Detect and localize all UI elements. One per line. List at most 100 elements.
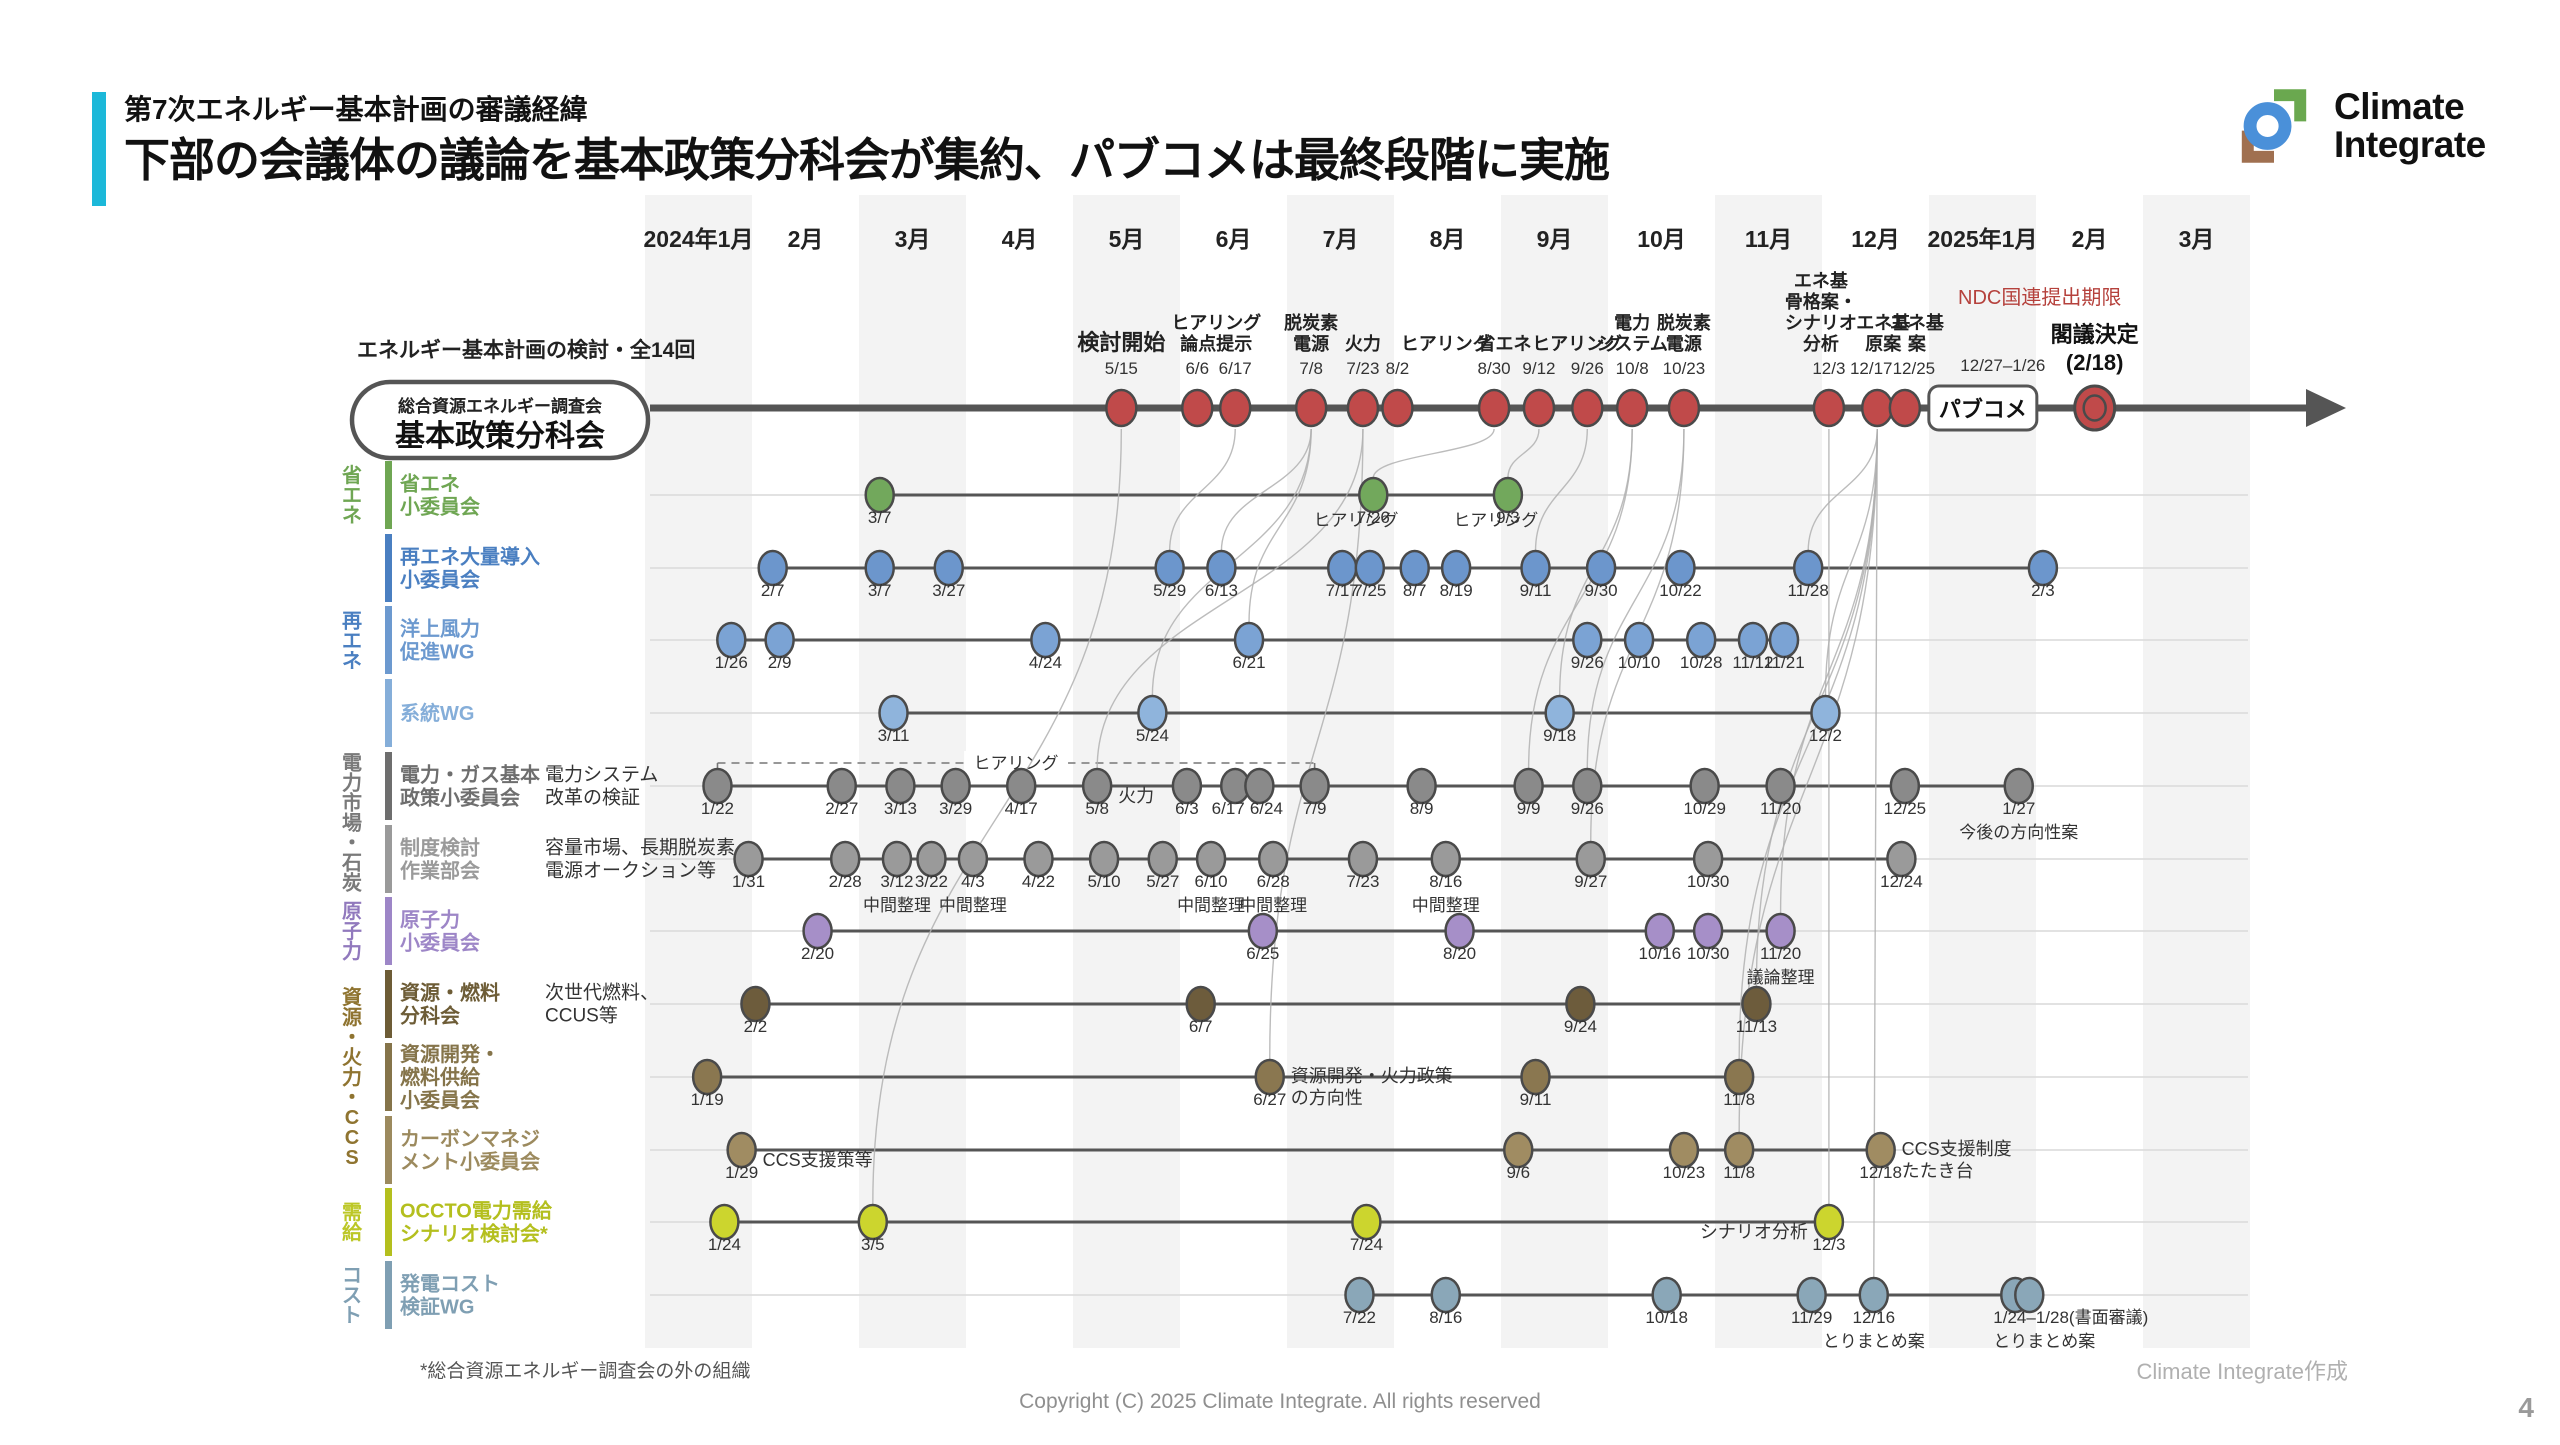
committee-label: 制度検討 bbox=[400, 836, 480, 860]
event-dot bbox=[1440, 549, 1472, 587]
cabinet-date: (2/18) bbox=[2066, 350, 2123, 375]
month-label: 10月 bbox=[1637, 226, 1686, 252]
committee-label: 再エネ大量導入 bbox=[400, 545, 540, 569]
committee-label: シナリオ検討会* bbox=[400, 1222, 548, 1246]
event-note: 資源開発・火力政策 bbox=[1291, 1066, 1453, 1086]
event-date: 8/20 bbox=[1443, 944, 1476, 963]
connector-curve bbox=[1527, 428, 1633, 770]
month-label: 5月 bbox=[1109, 226, 1145, 252]
group-bar bbox=[385, 825, 392, 893]
main-event-date: 12/3 bbox=[1812, 359, 1845, 378]
main-event-dot bbox=[1294, 388, 1328, 428]
event-date: 4/22 bbox=[1022, 872, 1055, 891]
event-date: 9/26 bbox=[1571, 799, 1604, 818]
event-date: 9/6 bbox=[1506, 1163, 1530, 1182]
event-date: 1/24–1/28(書面審議) bbox=[1993, 1308, 2148, 1327]
event-dot bbox=[1005, 767, 1037, 805]
event-date: 3/27 bbox=[932, 581, 965, 600]
main-topic: 論点提示 bbox=[1180, 333, 1252, 354]
event-note: CCS支援策等 bbox=[763, 1150, 873, 1170]
pubcom-label: パブコメ bbox=[1939, 397, 2027, 422]
event-date: 1/22 bbox=[701, 799, 734, 818]
event-date: 3/5 bbox=[861, 1235, 885, 1254]
group-bar bbox=[385, 1116, 392, 1184]
committee-label: 小委員会 bbox=[400, 1088, 480, 1112]
event-dot bbox=[2014, 1276, 2045, 1314]
group-bar bbox=[385, 606, 392, 674]
committee-note: 電源オークション等 bbox=[545, 860, 716, 882]
main-event-dot bbox=[1218, 388, 1252, 428]
event-date: 1/27 bbox=[2002, 799, 2035, 818]
main-topic: 火力 bbox=[1345, 334, 1381, 354]
event-date: 5/10 bbox=[1088, 872, 1121, 891]
event-date: 1/26 bbox=[715, 653, 748, 672]
event-dot bbox=[933, 549, 964, 587]
group-bar bbox=[385, 1043, 392, 1111]
main-topic: ヒアリング bbox=[1171, 312, 1261, 333]
group-bar bbox=[385, 461, 392, 529]
main-topic: 電源 bbox=[1666, 333, 1702, 354]
event-date: 10/18 bbox=[1645, 1308, 1688, 1327]
month-label: 2月 bbox=[788, 226, 824, 252]
committee-label: 省エネ bbox=[399, 473, 460, 496]
event-date: 9/11 bbox=[1520, 581, 1552, 600]
event-dot bbox=[1544, 694, 1575, 732]
cabinet-label: 閣議決定 bbox=[2051, 322, 2139, 347]
group-label: 電力市場・石炭 bbox=[341, 752, 362, 895]
event-dot bbox=[1351, 1203, 1382, 1241]
main-org-small: 総合資源エネルギー調査会 bbox=[398, 396, 602, 416]
event-date: 10/16 bbox=[1639, 944, 1682, 963]
event-note: 中間整理 bbox=[1239, 896, 1307, 915]
event-date: 6/10 bbox=[1195, 872, 1228, 891]
event-dot bbox=[1865, 1131, 1896, 1169]
committee-note: 容量市場、長期脱炭素 bbox=[545, 837, 735, 859]
event-dot bbox=[716, 621, 747, 659]
event-dot bbox=[1520, 1058, 1551, 1096]
event-dot bbox=[1792, 549, 1824, 587]
main-event-dot bbox=[1888, 388, 1922, 428]
main-timeline-caption: エネルギー基本計画の検討・全14回 bbox=[357, 338, 695, 362]
event-date: 11/28 bbox=[1788, 581, 1829, 600]
event-dot bbox=[1768, 621, 1800, 659]
event-date: 10/23 bbox=[1663, 1163, 1706, 1182]
main-event-date: 8/2 bbox=[1386, 359, 1410, 378]
event-date: 11/20 bbox=[1760, 944, 1801, 963]
committee-label: 分科会 bbox=[400, 1004, 460, 1028]
event-dot bbox=[740, 985, 771, 1023]
event-note: 今後の方向性案 bbox=[1959, 823, 2078, 842]
event-date: 3/29 bbox=[939, 799, 972, 818]
event-date: 12/25 bbox=[1884, 799, 1927, 818]
pubcom-pill bbox=[1927, 384, 2039, 432]
event-dot bbox=[1358, 476, 1389, 514]
committee-label: 系統WG bbox=[400, 701, 474, 725]
event-date: 8/7 bbox=[1403, 581, 1427, 600]
event-date: 5/24 bbox=[1136, 726, 1169, 745]
event-dot bbox=[1195, 840, 1227, 878]
event-date: 2/9 bbox=[768, 653, 792, 672]
connector-curve bbox=[1269, 428, 1364, 1061]
event-date: 10/22 bbox=[1659, 581, 1702, 600]
event-dot bbox=[1572, 621, 1603, 659]
event-note: 議論整理 bbox=[1747, 968, 1815, 987]
month-label: 8月 bbox=[1430, 226, 1466, 252]
connector-curve bbox=[1807, 428, 1878, 552]
month-label: 2025年1月 bbox=[1928, 226, 2038, 252]
event-dot bbox=[2027, 549, 2059, 587]
month-label: 2月 bbox=[2072, 226, 2108, 252]
committee-label: 発電コスト bbox=[399, 1272, 500, 1296]
event-dot bbox=[733, 840, 764, 878]
connector-curve bbox=[1873, 428, 1878, 1279]
main-event-date: 12/25 bbox=[1893, 359, 1936, 378]
event-dot bbox=[1154, 549, 1185, 587]
month-label: 11月 bbox=[1745, 226, 1792, 252]
event-dot bbox=[1406, 767, 1437, 805]
event-date: 11/12 bbox=[1732, 653, 1773, 672]
event-date: 10/10 bbox=[1618, 653, 1661, 672]
event-date: 11/13 bbox=[1736, 1017, 1777, 1036]
event-date: 11/29 bbox=[1791, 1308, 1832, 1327]
main-event-date: 7/23 bbox=[1346, 359, 1379, 378]
climate-integrate-logo: Climate Integrate bbox=[2228, 80, 2486, 172]
